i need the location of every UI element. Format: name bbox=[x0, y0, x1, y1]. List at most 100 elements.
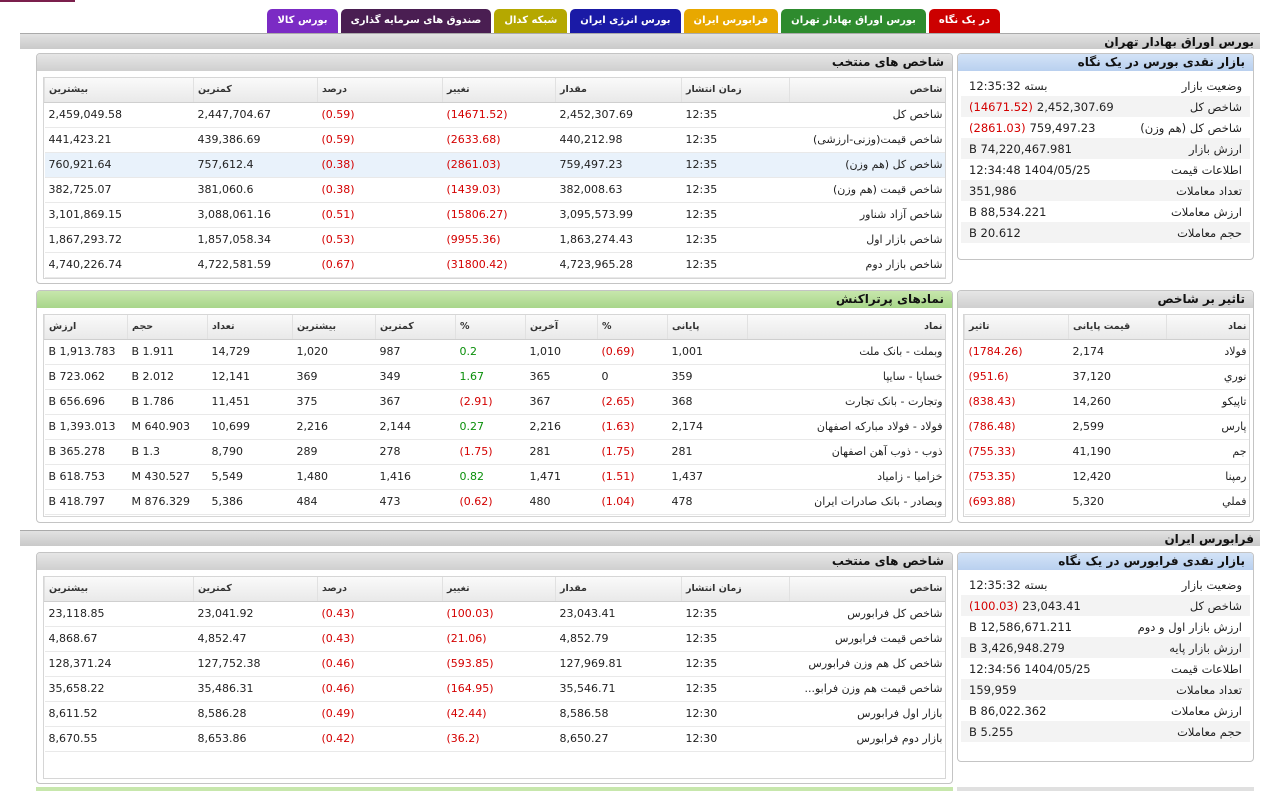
overview-change: (14671.52) bbox=[969, 99, 1033, 114]
overview-row: حجم معاملات 20.612 B bbox=[961, 222, 1250, 243]
overview-value: بسته 12:35:32 bbox=[961, 75, 1130, 96]
column-header[interactable]: زمان انتشار bbox=[681, 78, 790, 103]
tab-6[interactable]: بورس کالا bbox=[267, 9, 338, 33]
overview-value-text: 86,022.362 B bbox=[969, 703, 1047, 718]
overview-change: (2861.03) bbox=[969, 120, 1026, 135]
table-row[interactable]: ذوب - ذوب آهن اصفهان 281 (1.75) 281 (1.75) 27… bbox=[44, 439, 945, 465]
table-cell: 127,969.81 bbox=[555, 651, 682, 677]
table-row[interactable]: پارس 2,599 (786.48) bbox=[964, 414, 1249, 440]
table-row[interactable]: شاخص كل فرابورس 12:35 23,043.41 (100.03) (0.… bbox=[44, 601, 945, 627]
panel-title: بازار نقدی فرابورس در یک نگاه bbox=[958, 553, 1253, 570]
table-row[interactable]: شاخص قیمت هم وزن فرابو... 12:35 35,546.71(… bbox=[44, 676, 945, 702]
table-cell: 367 bbox=[525, 389, 598, 415]
table-row[interactable]: تاپيکو 14,260 (838.43) bbox=[964, 389, 1249, 415]
column-header[interactable]: درصد bbox=[317, 577, 443, 602]
tab-1[interactable]: بورس اوراق بهادار تهران bbox=[781, 9, 926, 33]
column-header[interactable]: شاخص bbox=[789, 577, 945, 602]
tab-2[interactable]: فرابورس ایران bbox=[683, 9, 779, 33]
table-row[interactable]: فملي 5,320 (693.88) bbox=[964, 489, 1249, 515]
table-cell: 12:35 bbox=[681, 177, 790, 203]
table-row[interactable]: خزامیا - زامیاد 1,437 (1.51) 1,471 0.82 1,416… bbox=[44, 464, 945, 490]
table-cell: 2,459,049.58 bbox=[44, 102, 194, 128]
table-cell: 8,790 bbox=[207, 439, 293, 465]
table-row[interactable]: وبصادر - بانک صادرات ایران 478 (1.04) 480 (0… bbox=[44, 489, 945, 515]
column-header[interactable]: قیمت پایانی bbox=[1068, 315, 1167, 340]
table-cell: 8,670.55 bbox=[44, 726, 194, 752]
tab-5[interactable]: صندوق های سرمایه گذاری bbox=[340, 9, 492, 33]
table-cell: 3,088,061.16 bbox=[193, 202, 318, 228]
table-row[interactable]: شاخص کل 12:35 2,452,307.69 (14671.52) (0.59)… bbox=[44, 102, 945, 128]
column-header[interactable]: نماد bbox=[1166, 315, 1249, 340]
table-cell: 278 bbox=[375, 439, 456, 465]
table-row[interactable]: شاخص قیمت فرابورس 12:35 4,852.79 (21.06) (0.… bbox=[44, 626, 945, 652]
column-header[interactable]: درصد bbox=[317, 78, 443, 103]
column-header[interactable]: مقدار bbox=[555, 577, 682, 602]
table-cell: شاخص کل (هم وزن) bbox=[789, 152, 945, 178]
table-row[interactable]: جم 41,190 (755.33) bbox=[964, 439, 1249, 465]
column-header[interactable]: % bbox=[455, 315, 526, 340]
table-row[interactable]: شاخص کل (هم وزن) 12:35 759,497.23 (2861.03)… bbox=[44, 152, 945, 178]
table-row[interactable]: رمپنا 12,420 (753.35) bbox=[964, 464, 1249, 490]
column-header[interactable]: شاخص bbox=[789, 78, 945, 103]
table-row[interactable]: فولاد - فولاد مبارکه اصفهان 2,174 (1.63) 2,… bbox=[44, 414, 945, 440]
table-cell: 3,101,869.15 bbox=[44, 202, 194, 228]
header-row: نماد پایانی% آخرین% کمترین بیشترین تعداد حجم ار… bbox=[44, 315, 945, 340]
overview-label: تعداد معاملات bbox=[1130, 180, 1250, 201]
column-header[interactable]: زمان انتشار bbox=[681, 577, 790, 602]
column-header[interactable]: بیشترین bbox=[44, 577, 194, 602]
table-row[interactable]: بازار دوم فرابورس 12:30 8,650.27 (36.2) (0.4… bbox=[44, 726, 945, 752]
table-cell: وبملت - بانک ملت bbox=[747, 339, 945, 365]
column-header[interactable]: % bbox=[597, 315, 668, 340]
column-header[interactable]: آخرین bbox=[525, 315, 598, 340]
column-header[interactable]: بیشترین bbox=[292, 315, 376, 340]
column-header[interactable]: حجم bbox=[127, 315, 208, 340]
table-cell: 430.527 M bbox=[127, 464, 208, 490]
overview-value-text: 159,959 bbox=[969, 682, 1017, 697]
table-cell: (753.35) bbox=[964, 464, 1069, 490]
table-row[interactable]: بازار اول فرابورس 12:30 8,586.58 (42.44) (0.… bbox=[44, 701, 945, 727]
table-row[interactable]: وتجارت - بانک تجارت 368 (2.65) 367 (2.91) 367… bbox=[44, 389, 945, 415]
table-row[interactable]: نوري 37,120 (951.6) bbox=[964, 364, 1249, 390]
table-cell: 35,486.31 bbox=[193, 676, 318, 702]
table-cell: 2,447,704.67 bbox=[193, 102, 318, 128]
table-row[interactable]: خساپا - سايپا 359 0 365 1.67 349 369 12,141 2.01… bbox=[44, 364, 945, 390]
column-header[interactable]: ارزش bbox=[44, 315, 128, 340]
table-cell: 10,699 bbox=[207, 414, 293, 440]
column-header[interactable]: تعداد bbox=[207, 315, 293, 340]
column-header[interactable]: نماد bbox=[747, 315, 945, 340]
tab-4[interactable]: شبکه کدال bbox=[494, 9, 568, 33]
table-row[interactable]: شاخص آزاد شناور 12:35 3,095,573.99 (15806.2… bbox=[44, 202, 945, 228]
table-row[interactable]: وبملت - بانک ملت 1,001 (0.69) 1,010 0.2 987 1,… bbox=[44, 339, 945, 365]
table-cell: شاخص قیمت هم وزن فرابو... bbox=[789, 676, 945, 702]
column-header[interactable]: تاثیر bbox=[964, 315, 1069, 340]
tehran-indices-table: شاخص زمان انتشار مقدار تغییر درصد کمترین بیشتر… bbox=[44, 78, 945, 278]
table-row[interactable]: شاخص قیمت(وزنی-ارزشی) 12:35 440,212.98 (263… bbox=[44, 127, 945, 153]
column-header[interactable]: تغییر bbox=[442, 577, 556, 602]
table-row[interactable]: شاخص قیمت (هم وزن) 12:35 382,008.63 (1439.0… bbox=[44, 177, 945, 203]
table-row[interactable]: شاخص کل هم وزن فرابورس 12:35 127,969.81 (59… bbox=[44, 651, 945, 677]
tab-0[interactable]: در یک نگاه bbox=[928, 9, 1000, 34]
table-row[interactable]: شاخص بازار اول 12:35 1,863,274.43 (9955.36)… bbox=[44, 227, 945, 253]
table-cell: 8,586.58 bbox=[555, 701, 682, 727]
overview-value: 759,497.23(2861.03) bbox=[961, 117, 1130, 138]
table-row[interactable]: فولاد 2,174 (1784.26) bbox=[964, 339, 1249, 365]
column-header[interactable]: پایانی bbox=[667, 315, 748, 340]
table-cell: شاخص کل هم وزن فرابورس bbox=[789, 651, 945, 677]
table-cell: شاخص کل bbox=[789, 102, 945, 128]
header-row: شاخص زمان انتشار مقدار تغییر درصد کمترین بیشتر… bbox=[44, 78, 945, 103]
overview-value: بسته 12:35:32 bbox=[961, 574, 1130, 595]
overview-row: تعداد معاملات 159,959 bbox=[961, 679, 1250, 700]
table-cell: (14671.52) bbox=[442, 102, 556, 128]
tab-3[interactable]: بورس انرژی ایران bbox=[570, 9, 681, 33]
tehran-impact-table: نماد قیمت پایانی تاثیر فولاد 2,174 (1784.26)… bbox=[964, 315, 1249, 515]
table-cell: (2.65) bbox=[597, 389, 668, 415]
column-header[interactable]: بیشترین bbox=[44, 78, 194, 103]
table-cell: 1,393.013 B bbox=[44, 414, 128, 440]
table-row[interactable]: شاخص بازار دوم 12:35 4,723,965.28 (31800.42… bbox=[44, 252, 945, 278]
column-header[interactable]: تغییر bbox=[442, 78, 556, 103]
column-header[interactable]: کمترین bbox=[193, 78, 318, 103]
column-header[interactable]: کمترین bbox=[193, 577, 318, 602]
table-cell: ذوب - ذوب آهن اصفهان bbox=[747, 439, 945, 465]
column-header[interactable]: مقدار bbox=[555, 78, 682, 103]
column-header[interactable]: کمترین bbox=[375, 315, 456, 340]
